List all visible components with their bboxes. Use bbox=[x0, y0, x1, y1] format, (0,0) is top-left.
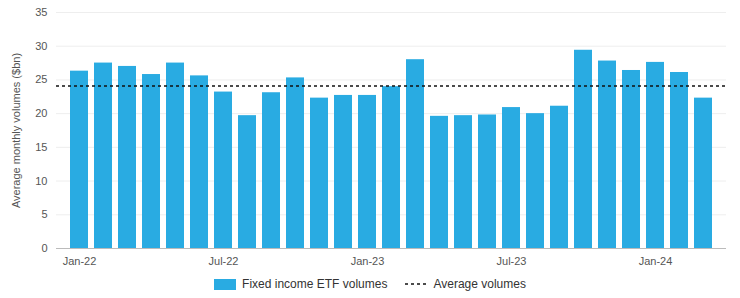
svg-text:10: 10 bbox=[35, 175, 47, 187]
svg-text:Jan-23: Jan-23 bbox=[351, 255, 385, 267]
svg-text:Average monthly volumes ($bn): Average monthly volumes ($bn) bbox=[10, 53, 22, 208]
svg-text:5: 5 bbox=[41, 208, 47, 220]
html-text:Fixed income ETF volumes: Fixed income ETF volumes bbox=[242, 277, 388, 291]
svg-text:30: 30 bbox=[35, 40, 47, 52]
svg-text:Jan-22: Jan-22 bbox=[63, 255, 97, 267]
svg-text:20: 20 bbox=[35, 107, 47, 119]
html-text:Average volumes: Average volumes bbox=[433, 277, 526, 291]
svg-text:25: 25 bbox=[35, 73, 47, 85]
svg-text:35: 35 bbox=[35, 6, 47, 18]
svg-text:0: 0 bbox=[41, 242, 47, 254]
svg-text:Jan-24: Jan-24 bbox=[639, 255, 673, 267]
svg-text:15: 15 bbox=[35, 141, 47, 153]
svg-text:Jul-23: Jul-23 bbox=[497, 255, 527, 267]
svg-text:Jul-22: Jul-22 bbox=[209, 255, 239, 267]
